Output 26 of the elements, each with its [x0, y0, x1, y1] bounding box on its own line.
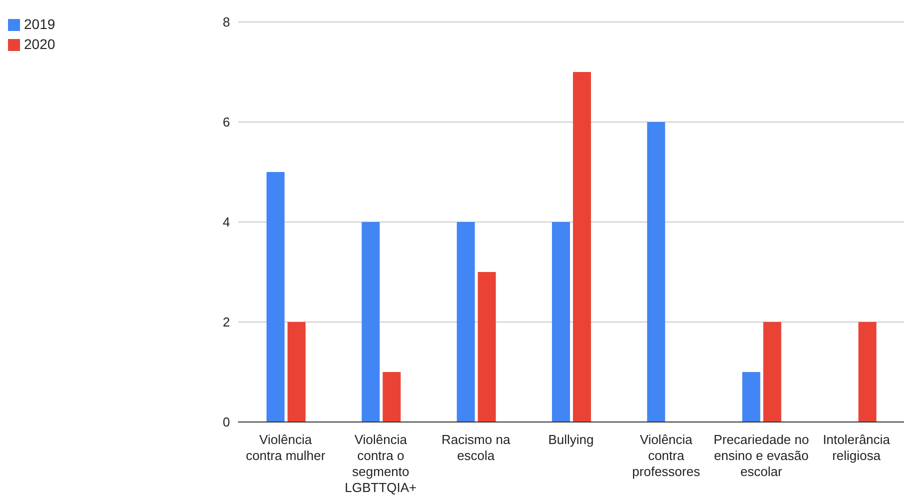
x-tick-label: Bullying [548, 432, 594, 447]
bar [763, 322, 782, 422]
bar [266, 172, 285, 422]
bar [552, 222, 570, 422]
bar [572, 72, 591, 422]
bar [288, 322, 306, 422]
bar [647, 122, 666, 422]
legend-label: 2020 [24, 36, 56, 52]
bar [478, 272, 496, 422]
x-tick-label: Racismo na escola [442, 432, 511, 463]
bar [382, 372, 401, 422]
bar [362, 222, 380, 422]
x-tick-label: Violência contra mulher [246, 432, 326, 463]
bar [742, 372, 760, 422]
y-tick-label: 6 [222, 114, 230, 130]
y-tick-label: 2 [222, 314, 230, 330]
y-tick-label: 4 [222, 214, 230, 230]
x-tick-label: Precariedade no ensino e evasão escolar [714, 432, 809, 479]
x-tick-label: Violência contra professores [632, 432, 701, 479]
x-tick-label: Intolerância religiosa [822, 432, 891, 463]
legend-label: 2019 [24, 16, 56, 32]
bar [456, 222, 475, 422]
bar [858, 322, 876, 422]
x-tick-label: Violência contra o segmento LGBTTQIA+ [344, 432, 417, 495]
y-tick-label: 0 [222, 414, 230, 430]
y-tick-label: 8 [222, 14, 230, 30]
